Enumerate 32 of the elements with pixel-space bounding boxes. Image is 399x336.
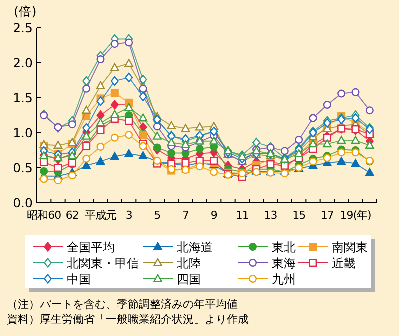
legend-label: 四国 xyxy=(177,272,201,286)
x-tick-label: 7 xyxy=(182,209,190,222)
legend-label: 全国平均 xyxy=(67,240,115,254)
x-tick-label: 15 xyxy=(292,209,306,222)
legend-label: 東北 xyxy=(272,240,296,254)
text: 資料）厚生労働省「一般職業紹介状況」より作成 xyxy=(7,313,249,326)
x-tick-label: 62 xyxy=(66,209,79,222)
y-tick-label: 1.5 xyxy=(13,90,33,106)
legend-label: 中国 xyxy=(67,272,91,286)
y-tick-label: 2.0 xyxy=(13,56,34,70)
x-tick-label: 13 xyxy=(264,209,278,222)
legend-label: 南関東 xyxy=(332,240,368,254)
text: （注）パートを含む、季節調整済みの年平均値 xyxy=(7,298,238,311)
x-tick-label: 19(年) xyxy=(340,209,372,222)
y-tick-label: 0.0 xyxy=(13,196,34,210)
legend-label: 近畿 xyxy=(332,256,356,270)
y-tick-label: 2.5 xyxy=(13,20,33,36)
x-tick-label: 9 xyxy=(210,209,218,222)
x-tick-label: 平成元 xyxy=(85,209,117,222)
x-tick-label: 昭和60 xyxy=(27,209,62,222)
y-tick-label: 1.0 xyxy=(13,126,34,140)
x-tick-label: 17 xyxy=(320,209,334,222)
y-axis-title: (倍) xyxy=(14,4,37,19)
x-tick-label: 5 xyxy=(154,209,162,222)
legend-label: 北海道 xyxy=(177,240,213,254)
x-tick-label: 11 xyxy=(236,209,249,222)
legend-label: 九州 xyxy=(272,272,296,286)
legend-label: 北関東・甲信 xyxy=(67,256,139,270)
legend-label: 北陸 xyxy=(177,256,201,270)
x-tick-label: 3 xyxy=(126,209,133,222)
legend-label: 東海 xyxy=(272,256,296,270)
y-tick-label: 0.5 xyxy=(13,160,33,176)
